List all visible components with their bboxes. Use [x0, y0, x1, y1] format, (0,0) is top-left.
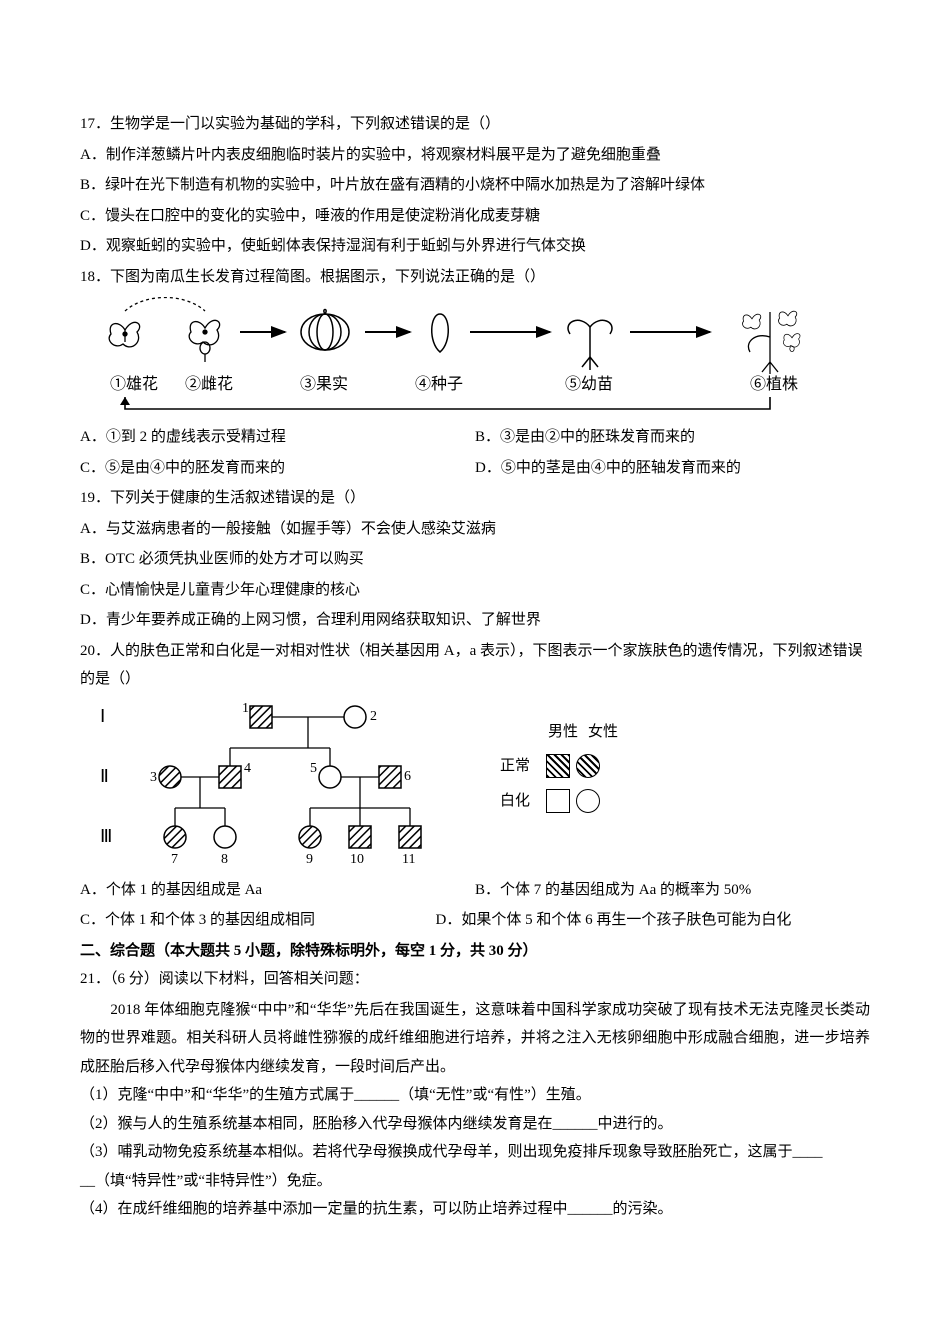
q18-opt-d: D．⑤中的茎是由④中的胚轴发育而来的 — [475, 454, 870, 483]
q21-sub3a: （3）哺乳动物免疫系统基本相似。若将代孕母猴换成代孕母羊，则出现免疫排斥现象导致… — [80, 1138, 870, 1167]
q21-sub1: （1）克隆“中中”和“华华”的生殖方式属于______（填“无性”或“有性”）生… — [80, 1081, 870, 1110]
svg-text:10: 10 — [350, 852, 364, 867]
q17-opt-d: D．观察蚯蚓的实验中，使蚯蚓体表保持湿润有利于蚯蚓与外界进行气体交换 — [80, 232, 870, 261]
q20-opt-c: C．个体 1 和个体 3 的基因组成相同 — [80, 906, 436, 935]
q19-opt-d: D．青少年要养成正确的上网习惯，合理利用网络获取知识、了解世界 — [80, 606, 870, 635]
pumpkin-lifecycle-diagram: ①雄花 ②雌花 ③果实 ④种子 ⑤幼苗 ⑥植株 — [90, 297, 850, 417]
q17-opt-b: B．绿叶在光下制造有机物的实验中，叶片放在盛有酒精的小烧杯中隔水加热是为了溶解叶… — [80, 171, 870, 200]
legend-normal-female-icon — [576, 754, 600, 778]
q21-sub3b: __（填“特异性”或“非特异性”）免症。 — [80, 1167, 870, 1196]
q21-paragraph: 2018 年体细胞克隆猴“中中”和“华华”先后在我国诞生，这意味着中国科学家成功… — [80, 996, 870, 1082]
q20-opt-b: B．个体 7 的基因组成为 Aa 的概率为 50% — [475, 876, 870, 905]
label-5: ⑤幼苗 — [565, 375, 613, 393]
pedigree-diagram: Ⅰ Ⅱ Ⅲ 1 2 3 4 — [100, 698, 870, 868]
q21-head: 21．（6 分）阅读以下材料，回答相关问题： — [80, 965, 870, 994]
svg-text:7: 7 — [171, 852, 178, 867]
label-1: ①雄花 — [110, 375, 158, 393]
label-4: ④种子 — [415, 375, 463, 393]
svg-text:9: 9 — [306, 852, 313, 867]
svg-text:Ⅰ: Ⅰ — [100, 706, 105, 726]
label-6: ⑥植株 — [750, 375, 798, 393]
q18-stem: 18．下图为南瓜生长发育过程简图。根据图示，下列说法正确的是（） — [80, 263, 870, 292]
legend-albino-male-icon — [546, 789, 570, 813]
q18-opt-b: B．③是由②中的胚珠发育而来的 — [475, 423, 870, 452]
legend-albino-female-icon — [576, 789, 600, 813]
svg-text:2: 2 — [370, 709, 377, 724]
section-2-title: 二、综合题（本大题共 5 小题，除特殊标明外，每空 1 分，共 30 分） — [80, 937, 870, 966]
q17-opt-a: A．制作洋葱鳞片叶内表皮细胞临时装片的实验中，将观察材料展平是为了避免细胞重叠 — [80, 141, 870, 170]
exam-page: 17．生物学是一门以实验为基础的学科，下列叙述错误的是（） A．制作洋葱鳞片叶内… — [0, 0, 950, 1344]
svg-text:Ⅱ: Ⅱ — [100, 766, 109, 786]
q19-opt-c: C．心情愉快是儿童青少年心理健康的核心 — [80, 576, 870, 605]
q19-stem: 19．下列关于健康的生活叙述错误的是（） — [80, 484, 870, 513]
svg-text:3: 3 — [150, 770, 157, 785]
label-2: ②雌花 — [185, 375, 233, 393]
q20-stem: 20．人的肤色正常和白化是一对相对性状（相关基因用 A，a 表示），下图表示一个… — [80, 637, 870, 694]
q20-opt-a: A．个体 1 的基因组成是 Aa — [80, 876, 475, 905]
q20-opt-d: D．如果个体 5 和个体 6 再生一个孩子肤色可能为白化 — [436, 906, 871, 935]
q21-sub2: （2）猴与人的生殖系统基本相同，胚胎移入代孕母猴体内继续发育是在______中进… — [80, 1110, 870, 1139]
svg-text:1: 1 — [242, 701, 249, 716]
q19-opt-b: B．OTC 必须凭执业医师的处方才可以购买 — [80, 545, 870, 574]
legend-normal-male-icon — [546, 754, 570, 778]
q19-opt-a: A．与艾滋病患者的一般接触（如握手等）不会使人感染艾滋病 — [80, 515, 870, 544]
svg-text:5: 5 — [310, 761, 317, 776]
svg-text:4: 4 — [244, 761, 251, 776]
svg-text:11: 11 — [402, 852, 415, 867]
svg-text:Ⅲ: Ⅲ — [100, 826, 112, 846]
pedigree-legend: 男性 女性 正常 白化 — [500, 718, 620, 822]
label-3: ③果实 — [300, 375, 348, 393]
q18-opt-a: A．①到 2 的虚线表示受精过程 — [80, 423, 475, 452]
q21-sub4: （4）在成纤维细胞的培养基中添加一定量的抗生素，可以防止培养过程中______的… — [80, 1195, 870, 1224]
svg-text:8: 8 — [221, 852, 228, 867]
q18-opt-c: C．⑤是由④中的胚发育而来的 — [80, 454, 475, 483]
q17-opt-c: C．馒头在口腔中的变化的实验中，唾液的作用是使淀粉消化成麦芽糖 — [80, 202, 870, 231]
svg-text:6: 6 — [404, 769, 411, 784]
q17-stem: 17．生物学是一门以实验为基础的学科，下列叙述错误的是（） — [80, 110, 870, 139]
